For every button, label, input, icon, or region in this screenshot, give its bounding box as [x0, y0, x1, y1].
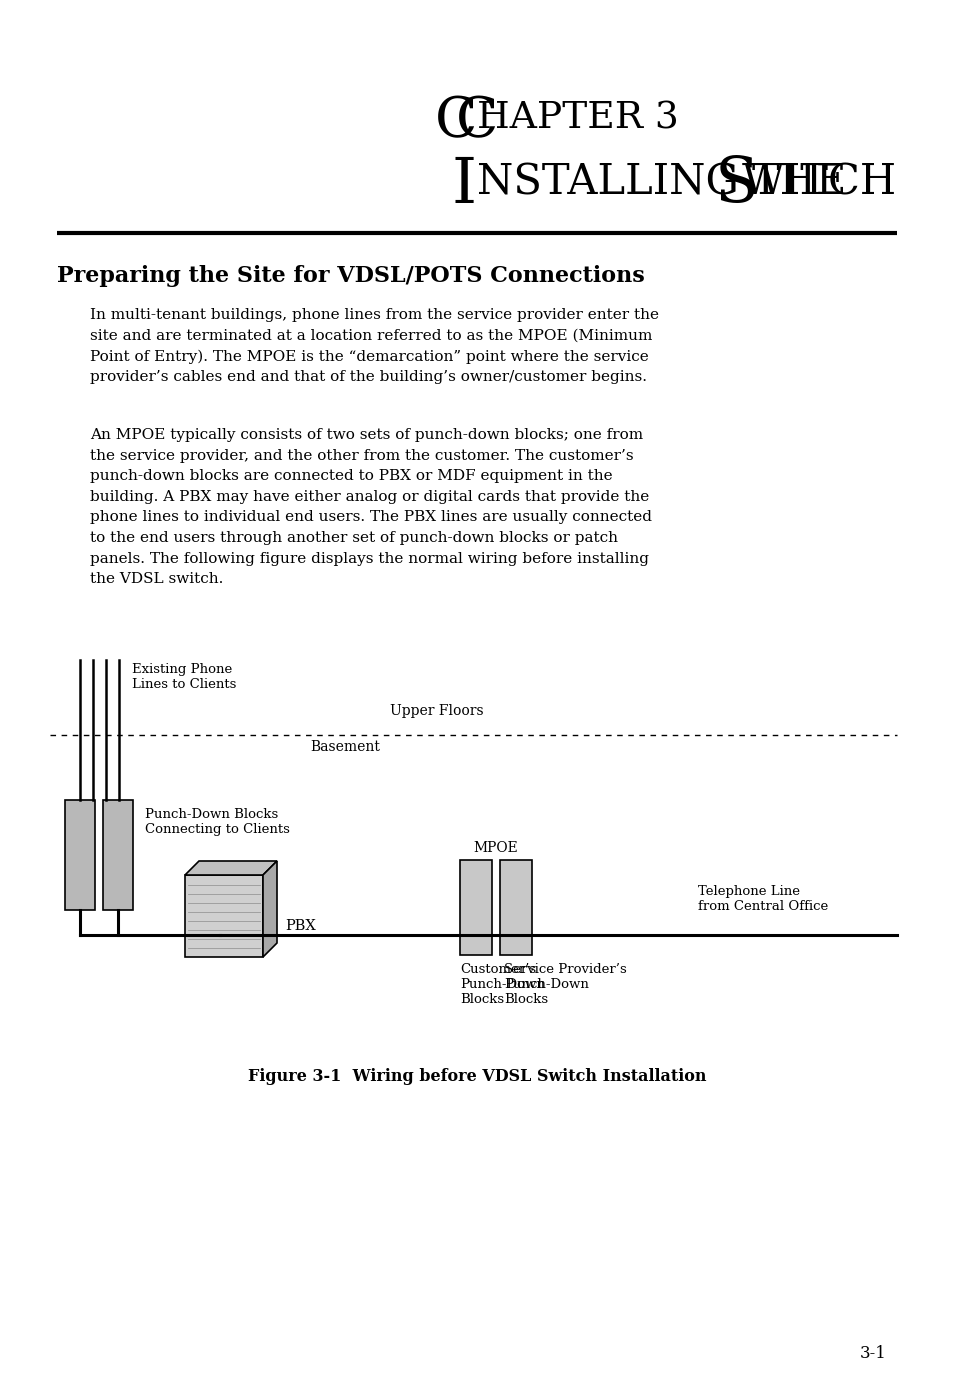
Bar — [65, 799, 95, 911]
Bar — [185, 874, 263, 956]
Text: C: C — [434, 94, 476, 150]
Bar — [459, 861, 492, 955]
Text: Figure 3-1  Wiring before VDSL Switch Installation: Figure 3-1 Wiring before VDSL Switch Ins… — [248, 1067, 705, 1085]
Bar — [499, 861, 532, 955]
Text: Customer’s
Punch-Down
Blocks: Customer’s Punch-Down Blocks — [459, 963, 544, 1006]
Text: Basement: Basement — [310, 740, 379, 754]
Text: WITCH: WITCH — [741, 161, 896, 203]
Text: Upper Floors: Upper Floors — [390, 704, 483, 718]
Text: In multi-tenant buildings, phone lines from the service provider enter the
site : In multi-tenant buildings, phone lines f… — [90, 308, 659, 384]
Text: HAPTER 3: HAPTER 3 — [476, 100, 678, 136]
Text: S: S — [714, 155, 758, 217]
Text: Telephone Line
from Central Office: Telephone Line from Central Office — [698, 886, 827, 913]
Text: 3-1: 3-1 — [859, 1345, 886, 1362]
Polygon shape — [185, 861, 276, 874]
Text: C: C — [456, 94, 497, 150]
Bar — [103, 799, 132, 911]
Text: MPOE: MPOE — [473, 841, 517, 855]
Text: Existing Phone
Lines to Clients: Existing Phone Lines to Clients — [132, 663, 236, 691]
Polygon shape — [263, 861, 276, 956]
Text: An MPOE typically consists of two sets of punch-down blocks; one from
the servic: An MPOE typically consists of two sets o… — [90, 428, 651, 586]
Text: Preparing the Site for VDSL/POTS Connections: Preparing the Site for VDSL/POTS Connect… — [57, 265, 644, 287]
Text: PBX: PBX — [285, 919, 315, 933]
Text: Service Provider’s
Punch-Down
Blocks: Service Provider’s Punch-Down Blocks — [503, 963, 626, 1006]
Text: Punch-Down Blocks
Connecting to Clients: Punch-Down Blocks Connecting to Clients — [145, 808, 290, 836]
Text: I: I — [452, 155, 476, 217]
Text: NSTALLING THE: NSTALLING THE — [476, 161, 859, 203]
